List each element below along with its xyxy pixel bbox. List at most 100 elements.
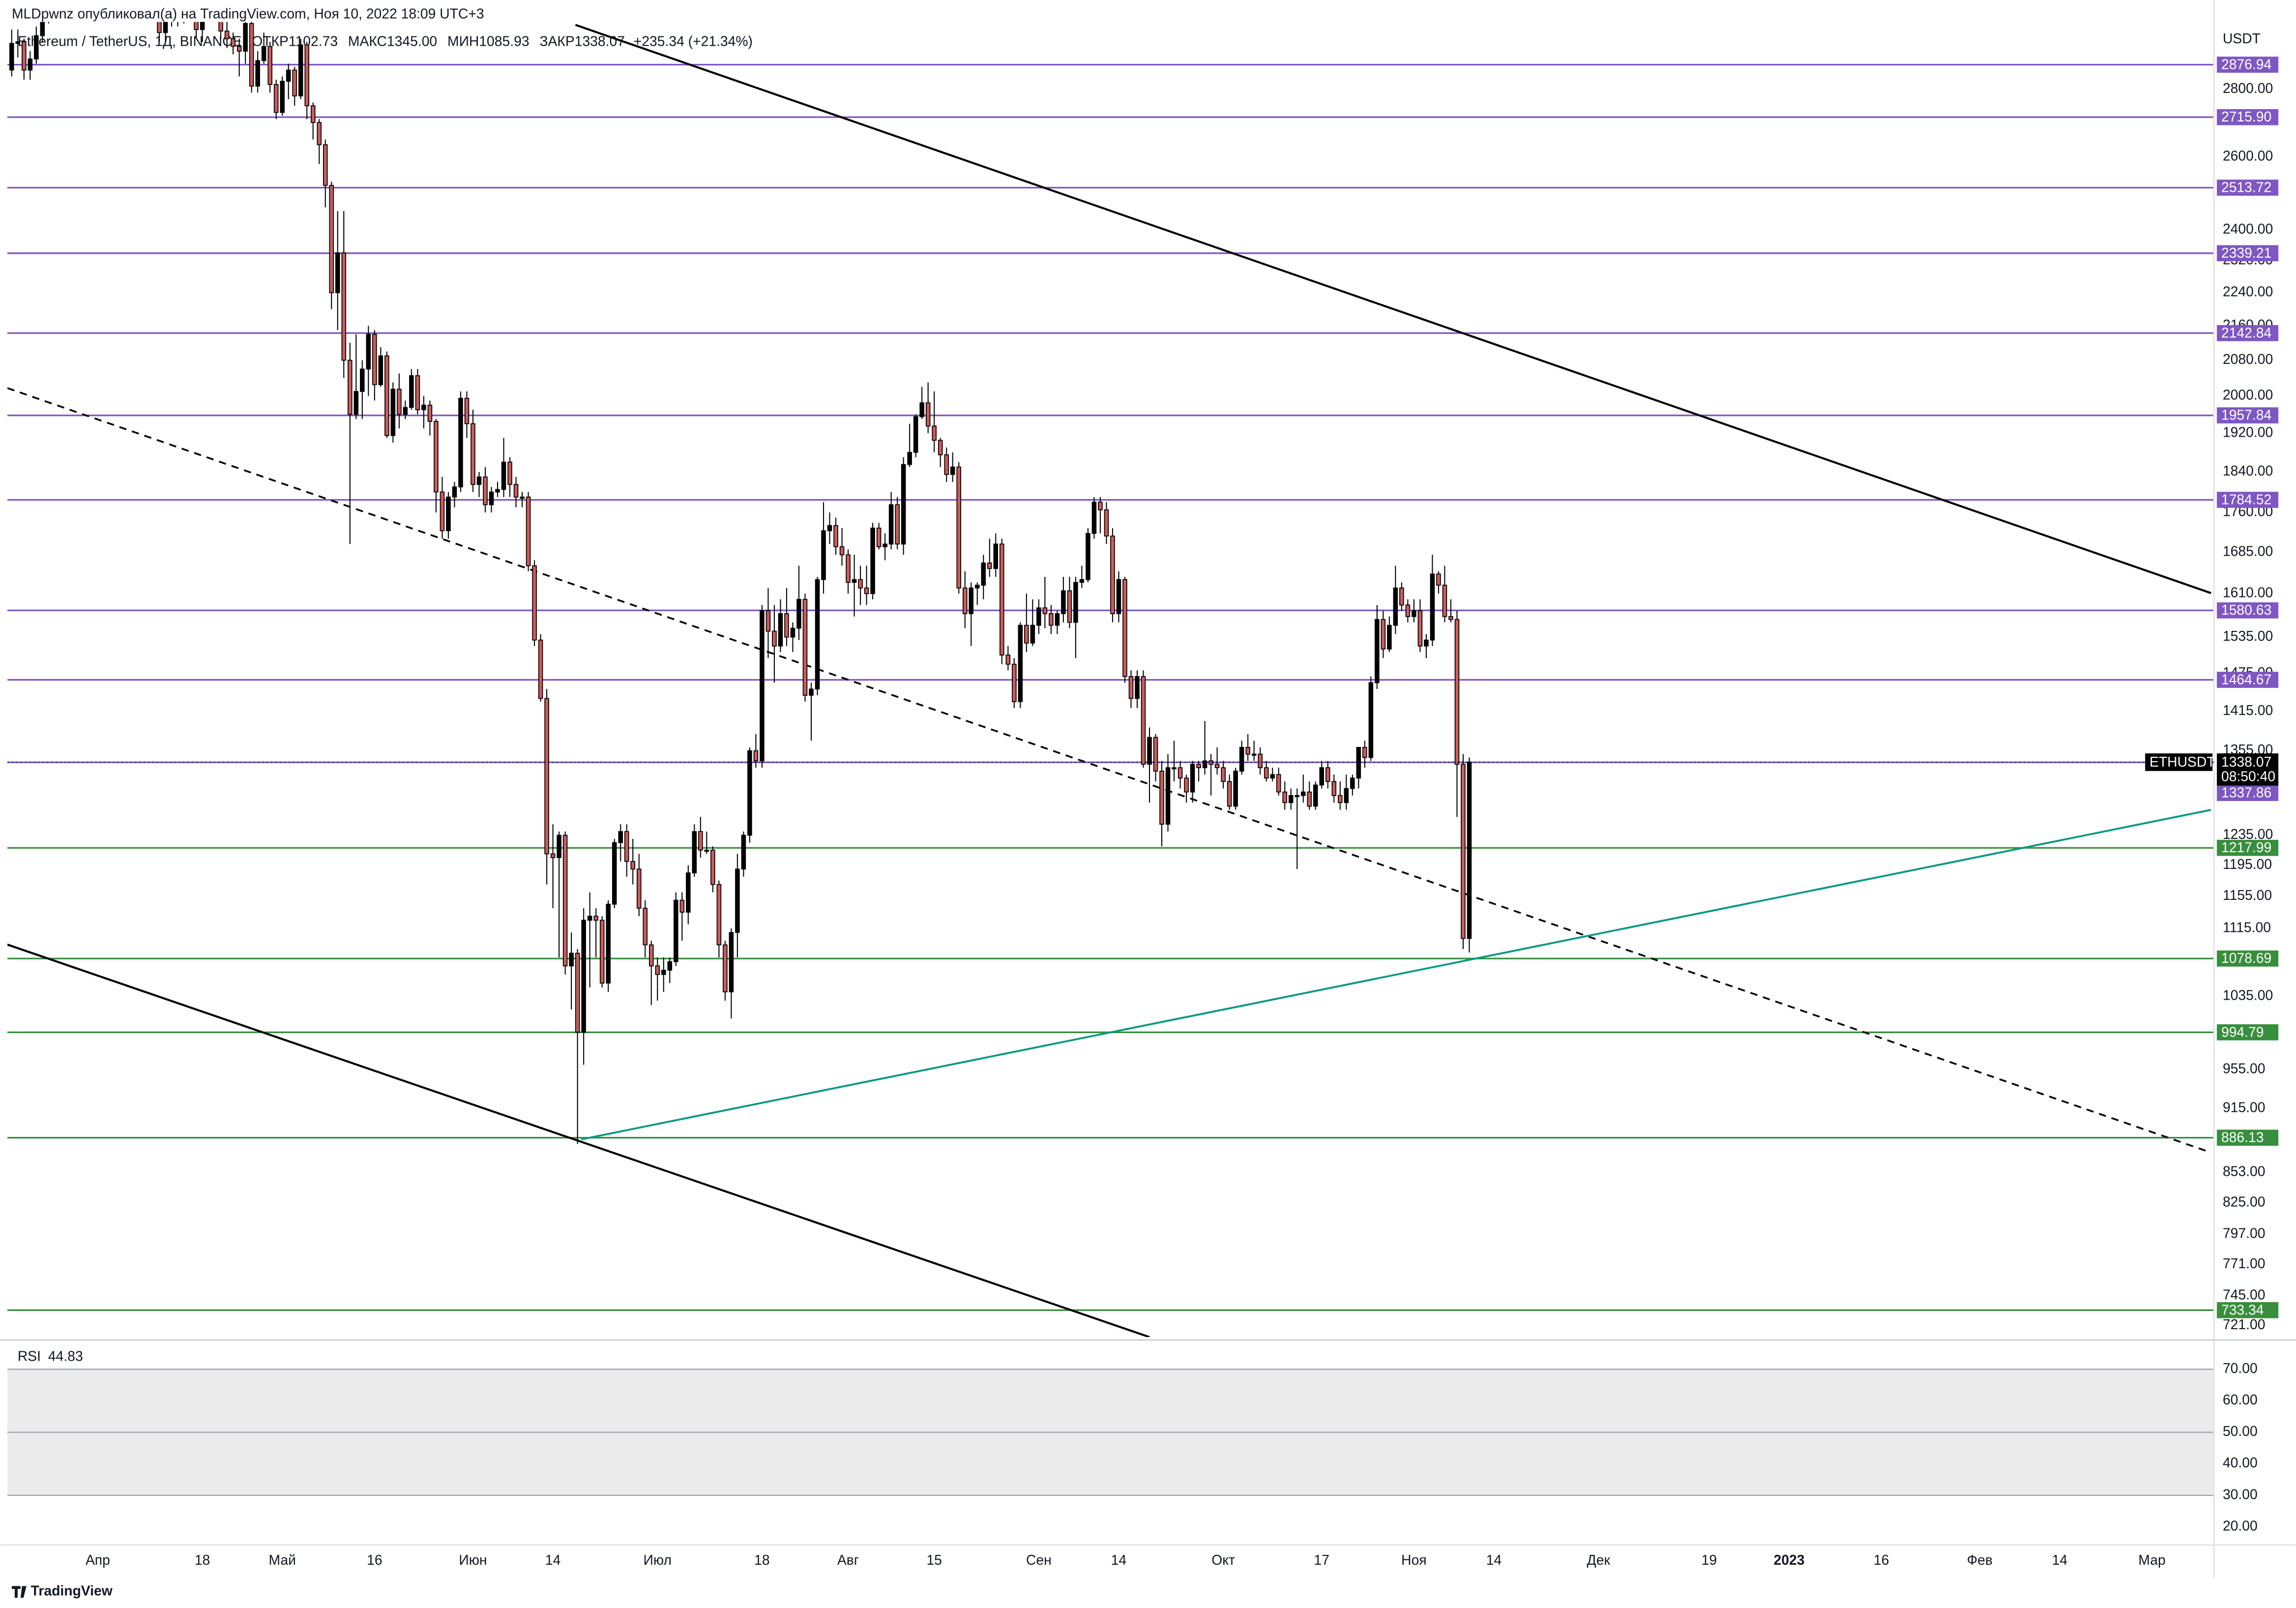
candle-body	[1424, 639, 1429, 647]
y-tick-label: 2000.00	[2223, 387, 2273, 403]
candle-body	[1264, 767, 1269, 779]
candle-body	[784, 613, 789, 638]
rsi-legend: RSI 44.83	[18, 1348, 83, 1364]
y-tick-label: 1610.00	[2223, 585, 2273, 600]
candle-body	[655, 965, 660, 975]
candle-body	[569, 953, 574, 967]
level-label: 2513.72	[2221, 179, 2271, 195]
candle-body	[1412, 610, 1416, 617]
level-label-box	[2217, 1130, 2279, 1146]
x-tick-label: 19	[1702, 1552, 1717, 1568]
candle-body	[501, 461, 506, 490]
candle-body	[821, 530, 826, 580]
candle-body	[1405, 604, 1411, 617]
candle-body	[636, 868, 642, 909]
candle-body	[267, 46, 272, 85]
candle-body	[544, 698, 549, 855]
candle-body	[679, 899, 685, 913]
level-label-box	[2217, 672, 2279, 688]
candle-body	[1307, 791, 1312, 807]
rsi-tick-label: 30.00	[2223, 1486, 2258, 1502]
candle-body	[630, 861, 636, 870]
y-tick-label: 2600.00	[2223, 148, 2273, 164]
candle-body	[747, 750, 752, 836]
candle-body	[729, 932, 734, 992]
candle-body	[483, 476, 488, 506]
candle-body	[1018, 625, 1023, 702]
candle-body	[760, 610, 765, 762]
level-label-box	[2217, 179, 2279, 196]
candle-body	[674, 899, 678, 962]
candle-body	[157, 22, 162, 33]
level-label-box	[2217, 325, 2279, 341]
candle-body	[1387, 625, 1392, 650]
level-label: 1337.86	[2221, 784, 2271, 800]
legend-key: МИН	[447, 33, 479, 49]
symbol-tag: ETHUSDT	[2149, 754, 2215, 770]
candle-body	[532, 565, 537, 641]
candle-body	[796, 598, 801, 629]
candle-body	[1467, 762, 1472, 939]
candle-body	[913, 416, 918, 453]
candle-body	[1091, 502, 1097, 534]
candle-body	[557, 834, 561, 858]
level-label: 1078.69	[2221, 950, 2271, 966]
legend: Ethereum / TetherUS, 1Д, BINANCE ОТКР1102…	[18, 33, 753, 49]
candle-body	[1393, 587, 1398, 626]
legend-change: +235.34 (+21.34%)	[634, 33, 753, 49]
candle-body	[526, 496, 531, 566]
candle-body	[476, 476, 482, 485]
candle-body	[981, 563, 986, 586]
candle-body	[1036, 607, 1041, 626]
level-label-box	[2217, 492, 2279, 508]
candle-body	[1214, 764, 1220, 769]
candle-body	[790, 627, 795, 638]
candle-body	[876, 528, 882, 547]
trend-line	[7, 943, 1150, 1338]
candle-body	[28, 59, 33, 71]
candle-body	[440, 491, 445, 532]
candle-body	[1172, 767, 1177, 770]
candle-body	[243, 23, 248, 52]
candle-body	[384, 355, 389, 436]
candle-body	[34, 35, 39, 60]
candle-body	[1055, 613, 1060, 626]
candle-body	[612, 842, 617, 905]
y-tick-label: 2800.00	[2223, 80, 2273, 96]
candle-body	[827, 525, 832, 532]
candle-body	[919, 402, 924, 417]
candle-body	[1338, 795, 1343, 804]
candle-body	[1135, 676, 1140, 699]
candle-body	[1221, 767, 1226, 782]
candle-body	[1030, 625, 1035, 644]
candle-body	[618, 831, 623, 843]
candle-body	[434, 421, 439, 493]
candle-body	[15, 41, 21, 44]
candle-body	[372, 333, 377, 386]
candle-body	[1270, 774, 1275, 779]
candle-body	[1000, 543, 1004, 656]
x-tick-label: Сен	[1026, 1552, 1052, 1568]
candle-body	[643, 907, 648, 946]
price-tag-box	[2217, 753, 2279, 786]
level-label: 886.13	[2221, 1130, 2264, 1145]
candle-body	[1381, 619, 1386, 650]
candle-body	[925, 402, 931, 427]
y-tick-label: 771.00	[2223, 1255, 2266, 1271]
level-label-box	[2217, 245, 2279, 262]
candle-body	[907, 451, 912, 465]
candle-body	[292, 69, 297, 96]
candle-body	[1258, 753, 1263, 769]
candle-body	[778, 613, 783, 647]
level-label: 994.79	[2221, 1024, 2264, 1040]
candle-body	[772, 630, 777, 647]
x-tick-label: Мар	[2138, 1552, 2165, 1568]
level-label: 1217.99	[2221, 839, 2271, 855]
candle-body	[1295, 795, 1300, 798]
symbol-tag-box	[2145, 753, 2213, 771]
candle-body	[606, 903, 611, 984]
candle-body	[809, 688, 814, 696]
candle-body	[1313, 784, 1318, 807]
candle-body	[323, 144, 328, 186]
rsi-panel: 70.00 60.00 50.00 40.00 30.00 20.00 RSI 44.83	[7, 1348, 2258, 1533]
